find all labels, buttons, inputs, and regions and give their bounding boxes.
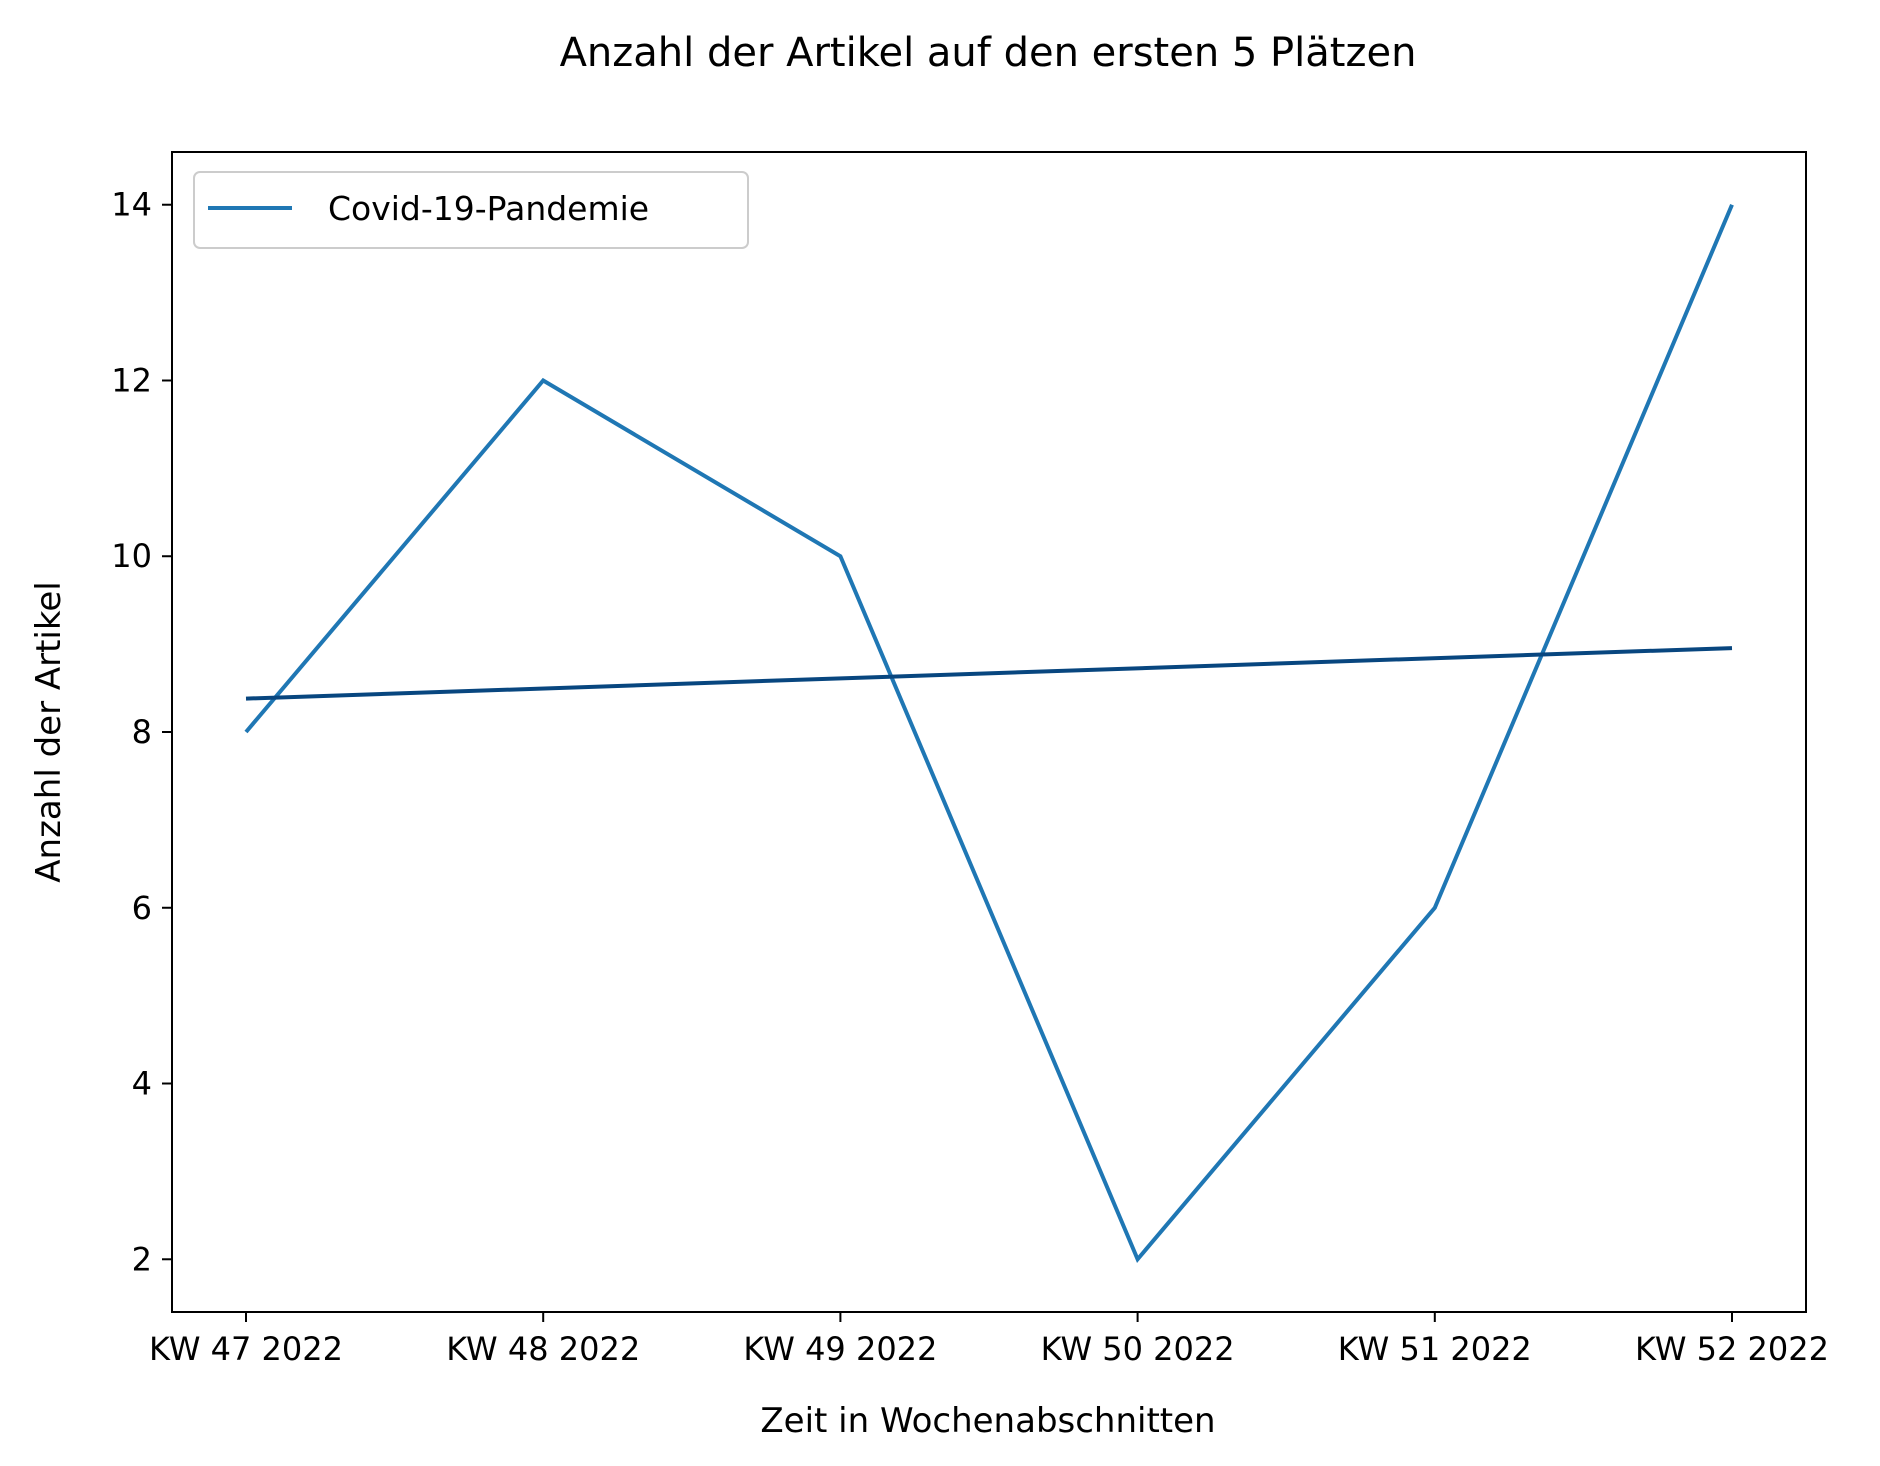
x-axis: KW 47 2022 KW 48 2022 KW 49 2022 KW 50 2022… <box>149 1312 1829 1368</box>
x-tick-label: KW 49 2022 <box>743 1330 937 1368</box>
chart-title: Anzahl der Artikel auf den ersten 5 Plät… <box>560 30 1417 76</box>
y-tick-label: 2 <box>132 1240 152 1278</box>
y-axis: 2 4 6 8 10 12 14 <box>111 186 172 1278</box>
y-tick-label: 6 <box>132 889 152 927</box>
series-layer <box>244 203 1734 1264</box>
x-tick-label: KW 50 2022 <box>1041 1330 1235 1368</box>
legend-box <box>193 171 749 249</box>
legend-label: Covid-19-Pandemie <box>328 189 649 228</box>
y-tick-label: 8 <box>132 713 152 751</box>
trend-line <box>245 646 1733 701</box>
x-tick-label: KW 52 2022 <box>1635 1330 1829 1368</box>
legend: Covid-19-Pandemie <box>193 171 749 249</box>
y-tick-label: 12 <box>111 361 152 399</box>
plot-area <box>171 151 1807 1313</box>
series-line <box>244 203 1734 1264</box>
y-tick-label: 4 <box>132 1065 152 1103</box>
y-tick-label: 14 <box>111 186 152 224</box>
x-tick-label: KW 48 2022 <box>446 1330 640 1368</box>
plot-frame <box>171 151 1807 1313</box>
y-axis-label: Anzahl der Artikel <box>29 581 69 882</box>
x-tick-label: KW 51 2022 <box>1338 1330 1532 1368</box>
y-tick-label: 10 <box>111 537 152 575</box>
x-axis-label: Zeit in Wochenabschnitten <box>760 1401 1215 1441</box>
x-tick-label: KW 47 2022 <box>149 1330 343 1368</box>
